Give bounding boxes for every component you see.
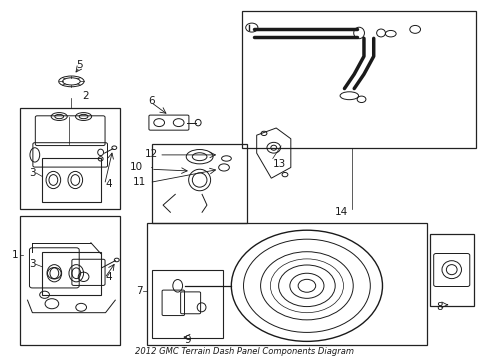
Bar [242,12,475,148]
Text: 10: 10 [130,162,143,172]
Text: 4: 4 [105,179,112,189]
Text: 14: 14 [334,207,347,217]
Text: 6: 6 [148,96,154,106]
Bar [152,144,246,223]
Text: 12: 12 [144,149,158,159]
Text: 3: 3 [29,259,36,269]
Text: 8: 8 [435,302,442,312]
Text: 9: 9 [184,334,190,345]
Text: 2: 2 [82,91,89,101]
Text: 2012 GMC Terrain Dash Panel Components Diagram: 2012 GMC Terrain Dash Panel Components D… [135,347,353,356]
Text: 7: 7 [136,286,142,296]
Text: 5: 5 [76,60,83,70]
Text: 13: 13 [272,159,285,169]
Text: 4: 4 [105,272,112,282]
Bar [429,234,473,306]
Bar [20,216,120,345]
Bar [152,270,222,338]
Bar [147,223,427,345]
Bar [42,158,101,202]
Bar [20,108,120,209]
Bar [42,252,101,295]
Text: 11: 11 [132,177,145,187]
Text: 1: 1 [11,250,18,260]
Text: 3: 3 [29,168,36,178]
